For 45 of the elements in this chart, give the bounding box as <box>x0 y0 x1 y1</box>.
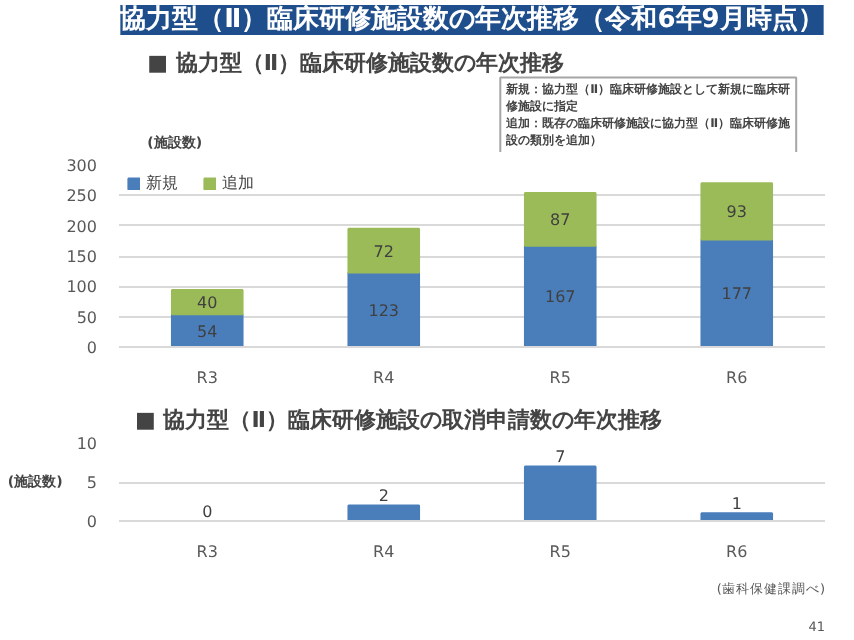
x-tick-label: R6 <box>726 369 748 387</box>
bar <box>347 227 421 274</box>
bar <box>523 191 597 247</box>
bar <box>170 288 244 316</box>
data-label: 40 <box>197 294 218 313</box>
y-tick-label: 10 <box>76 435 98 453</box>
data-label: 0 <box>202 503 213 521</box>
data-label: 72 <box>373 242 394 261</box>
data-label: 87 <box>550 211 571 230</box>
bar <box>523 244 597 347</box>
x-tick-label: R3 <box>196 543 218 561</box>
y-tick-label: 300 <box>66 157 98 175</box>
y-tick-label: 50 <box>76 308 98 327</box>
bar <box>700 182 774 241</box>
chart-title: ■ 協力型（Ⅱ）臨床研修施設の取消申請数の年次推移 <box>135 407 662 433</box>
x-tick-label: R4 <box>373 543 395 561</box>
chart-subtitle: ■ 協力型（Ⅱ）臨床研修施設数の年次推移 <box>147 50 565 77</box>
chart-title: 協力型（Ⅱ）臨床研修施設数の年次推移（令和6年9月時点） <box>118 3 824 35</box>
data-label: 123 <box>368 301 400 320</box>
x-tick-label: R6 <box>726 543 748 561</box>
y-tick-label: 0 <box>86 513 98 531</box>
data-label: 1 <box>731 495 742 514</box>
data-label: 177 <box>721 285 753 304</box>
y-tick-label: 100 <box>66 278 98 297</box>
data-label: 54 <box>197 322 218 341</box>
bar <box>347 271 421 347</box>
y-tick-label: 250 <box>66 187 98 206</box>
legend-label: 追加 <box>222 172 256 194</box>
bar <box>347 504 421 521</box>
data-label: 2 <box>378 487 389 506</box>
y-tick-label: 150 <box>66 248 98 266</box>
data-label: 93 <box>726 203 747 222</box>
data-label: 7 <box>555 448 566 467</box>
y-tick-label: 0 <box>86 339 98 357</box>
bar <box>700 512 774 521</box>
legend-label: 新規 <box>146 172 180 194</box>
x-tick-label: R5 <box>549 369 571 387</box>
x-tick-label: R3 <box>196 369 218 387</box>
x-tick-label: R4 <box>373 369 395 387</box>
y-tick-label: 5 <box>86 474 98 492</box>
data-label: 167 <box>544 288 576 307</box>
y-tick-label: 200 <box>66 217 98 236</box>
x-tick-label: R5 <box>549 543 571 561</box>
bar <box>700 238 774 347</box>
bar <box>523 465 597 521</box>
